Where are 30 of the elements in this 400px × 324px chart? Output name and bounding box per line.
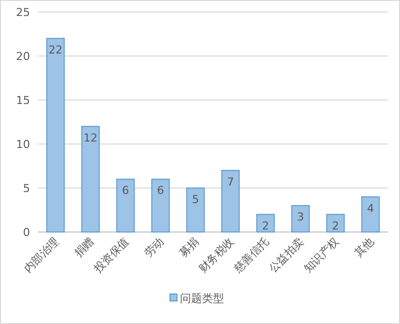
bar	[116, 178, 135, 232]
data-label: 2	[332, 219, 339, 232]
data-label: 4	[367, 202, 374, 215]
x-tick-label: 捐赠	[72, 234, 97, 260]
x-tick-label: 募捐	[176, 234, 202, 260]
y-tick-label: 25	[16, 6, 30, 19]
data-label: 3	[297, 210, 304, 224]
bar	[186, 188, 205, 232]
y-tick-label: 15	[16, 94, 30, 107]
data-label: 22	[48, 43, 62, 56]
data-label: 6	[157, 184, 164, 198]
x-tick-label: 其他	[352, 234, 377, 260]
data-label: 12	[84, 131, 98, 144]
data-label: 7	[227, 175, 234, 188]
bar	[151, 178, 170, 232]
legend-label: 问题类型	[180, 292, 224, 305]
bar	[256, 214, 275, 232]
data-label: 5	[192, 193, 199, 206]
y-tick-label: 10	[16, 138, 30, 151]
x-tick-label: 劳动	[142, 234, 167, 260]
data-label: 2	[262, 219, 269, 232]
y-tick-label: 20	[16, 50, 30, 63]
bar	[221, 170, 240, 232]
y-tick-label: 5	[23, 182, 30, 195]
bar	[291, 205, 310, 232]
bar	[81, 126, 100, 232]
bar	[361, 196, 380, 232]
bar	[326, 214, 345, 232]
bar	[46, 38, 65, 232]
data-label: 6	[122, 184, 129, 198]
